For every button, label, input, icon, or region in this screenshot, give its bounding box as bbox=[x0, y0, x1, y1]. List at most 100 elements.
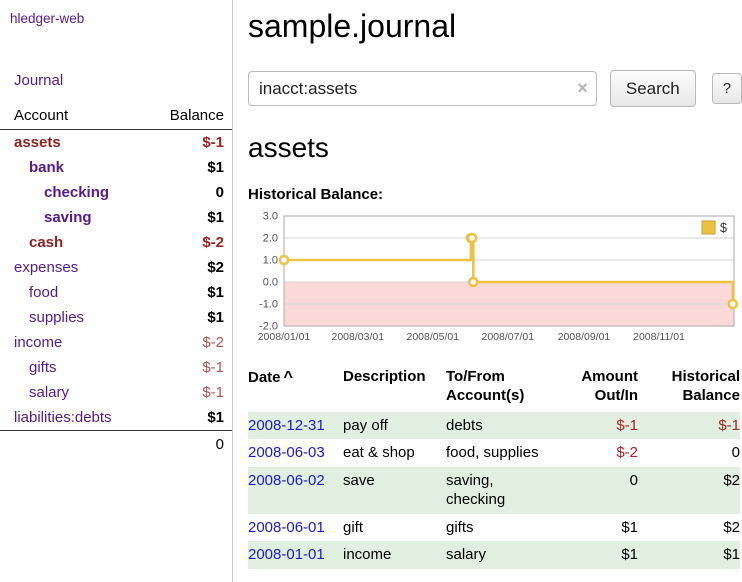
transaction-balance: $-1 bbox=[718, 416, 740, 434]
account-balance: $2 bbox=[207, 259, 224, 276]
transaction-date-link[interactable]: 2008-12-31 bbox=[248, 416, 325, 434]
register-header-balance: Historical Balance bbox=[671, 368, 740, 404]
transaction-date-link[interactable]: 2008-06-03 bbox=[248, 444, 325, 461]
account-row: assets $-1 bbox=[0, 130, 232, 156]
transaction-accounts: gifts bbox=[446, 518, 474, 536]
account-balance: $1 bbox=[207, 309, 224, 326]
transaction-balance: 0 bbox=[731, 444, 740, 461]
accounts-header-balance: Balance bbox=[141, 103, 232, 130]
account-row: liabilities:debts $1 bbox=[0, 405, 232, 431]
accounts-header-account: Account bbox=[0, 103, 142, 130]
transaction-description: gift bbox=[343, 518, 364, 536]
register-row: 2008-01-01 income salary $1 $1 bbox=[248, 541, 740, 569]
register-row: 2008-06-03 eat & shop food, supplies $-2… bbox=[248, 439, 740, 467]
transaction-balance: $2 bbox=[723, 471, 740, 489]
account-link-supplies[interactable]: supplies bbox=[29, 309, 85, 326]
account-link-saving[interactable]: saving bbox=[44, 209, 92, 226]
svg-text:2008/03/01: 2008/03/01 bbox=[331, 331, 384, 343]
account-row: checking 0 bbox=[0, 180, 232, 205]
svg-text:2008/01/01: 2008/01/01 bbox=[258, 331, 311, 343]
account-balance: $-1 bbox=[202, 134, 224, 151]
account-balance: $1 bbox=[207, 284, 224, 301]
accounts-total-row: 0 bbox=[0, 430, 232, 457]
svg-text:$: $ bbox=[720, 221, 727, 235]
accounts-total: 0 bbox=[141, 430, 232, 457]
account-row: supplies $1 bbox=[0, 305, 232, 330]
account-link-bank[interactable]: bank bbox=[29, 159, 65, 176]
register-header-amount: Amount Out/In bbox=[581, 368, 638, 404]
account-heading: assets bbox=[248, 132, 329, 163]
account-row: gifts $-1 bbox=[0, 355, 232, 380]
svg-text:0.0: 0.0 bbox=[263, 277, 278, 289]
sort-asc-icon: ^ bbox=[283, 369, 293, 386]
transaction-amount: $-1 bbox=[616, 416, 638, 434]
nav-journal-link[interactable]: Journal bbox=[14, 72, 64, 89]
account-balance: $-2 bbox=[202, 334, 224, 351]
transaction-accounts: debts bbox=[446, 416, 483, 434]
account-balance: $-1 bbox=[202, 359, 224, 376]
search-bar: × Search ? bbox=[248, 70, 742, 107]
chart-container: 3.0 2.0 1.0 0.0 -1.0 -2.0 2008/01/01 2008/03/01… bbox=[248, 208, 742, 353]
transaction-description: eat & shop bbox=[343, 444, 415, 461]
svg-text:-1.0: -1.0 bbox=[259, 299, 278, 311]
page-title: sample.journal bbox=[248, 8, 457, 44]
account-row: food $1 bbox=[0, 280, 232, 305]
transaction-accounts: food, supplies bbox=[446, 444, 539, 461]
svg-text:2008/07/01: 2008/07/01 bbox=[481, 331, 534, 343]
accounts-table: Account Balance assets $-1 bank $1 check… bbox=[0, 103, 232, 457]
transaction-date-link[interactable]: 2008-06-02 bbox=[248, 471, 325, 489]
app-title-link[interactable]: hledger-web bbox=[10, 11, 85, 26]
transaction-description: save bbox=[343, 471, 375, 489]
account-balance: $1 bbox=[207, 209, 224, 226]
help-button[interactable]: ? bbox=[711, 73, 742, 104]
account-link-checking[interactable]: checking bbox=[44, 184, 110, 201]
account-link-food[interactable]: food bbox=[29, 284, 59, 301]
register-table: Date ^ Description To/From Account(s) Amo… bbox=[248, 365, 740, 569]
transaction-amount: $1 bbox=[621, 518, 638, 536]
transaction-amount: $1 bbox=[621, 546, 638, 563]
transaction-description: pay off bbox=[343, 416, 388, 434]
register-row: 2008-06-02 save saving, checking 0 $2 bbox=[248, 466, 740, 514]
account-link-expenses[interactable]: expenses bbox=[14, 259, 79, 276]
search-input[interactable] bbox=[248, 71, 597, 106]
svg-text:2008/09/01: 2008/09/01 bbox=[558, 331, 611, 343]
svg-text:3.0: 3.0 bbox=[263, 211, 278, 223]
account-row: cash $-2 bbox=[0, 230, 232, 255]
account-link-cash[interactable]: cash bbox=[29, 234, 64, 251]
search-button[interactable]: Search bbox=[609, 70, 696, 107]
transaction-date-link[interactable]: 2008-06-01 bbox=[248, 518, 325, 536]
transaction-amount: $-2 bbox=[616, 444, 638, 461]
transaction-date-link[interactable]: 2008-01-01 bbox=[248, 546, 325, 563]
chart-title: Historical Balance: bbox=[248, 186, 384, 203]
transaction-accounts: saving, checking bbox=[446, 471, 506, 509]
transaction-description: income bbox=[343, 546, 392, 563]
register-row: 2008-06-01 gift gifts $1 $2 bbox=[248, 514, 740, 542]
account-balance: 0 bbox=[215, 184, 224, 201]
account-balance: $-1 bbox=[202, 384, 224, 401]
transaction-balance: $2 bbox=[723, 518, 740, 536]
transaction-accounts: salary bbox=[446, 546, 487, 563]
account-link-income[interactable]: income bbox=[14, 334, 63, 351]
transaction-balance: $1 bbox=[723, 546, 740, 563]
clear-search-icon[interactable]: × bbox=[577, 78, 588, 98]
account-row: income $-2 bbox=[0, 330, 232, 355]
account-link-assets[interactable]: assets bbox=[14, 134, 61, 151]
transaction-amount: 0 bbox=[629, 471, 638, 489]
svg-text:-2.0: -2.0 bbox=[259, 321, 278, 333]
register-header-date[interactable]: Date ^ bbox=[248, 369, 293, 386]
svg-text:1.0: 1.0 bbox=[263, 255, 278, 267]
account-link-salary[interactable]: salary bbox=[29, 384, 70, 401]
svg-text:2.0: 2.0 bbox=[263, 233, 278, 245]
register-header-description: Description bbox=[343, 368, 426, 385]
account-row: salary $-1 bbox=[0, 380, 232, 405]
account-row: bank $1 bbox=[0, 155, 232, 180]
account-row: expenses $2 bbox=[0, 255, 232, 280]
account-link-gifts[interactable]: gifts bbox=[29, 359, 57, 376]
register-header-account: To/From Account(s) bbox=[446, 368, 525, 404]
svg-text:2008/05/01: 2008/05/01 bbox=[406, 331, 459, 343]
sidebar: hledger-web Journal Account Balance asse… bbox=[0, 0, 233, 582]
account-balance: $1 bbox=[207, 159, 224, 176]
account-link-liabilities-debts[interactable]: liabilities:debts bbox=[14, 409, 112, 426]
svg-text:2008/11/01: 2008/11/01 bbox=[633, 331, 685, 343]
